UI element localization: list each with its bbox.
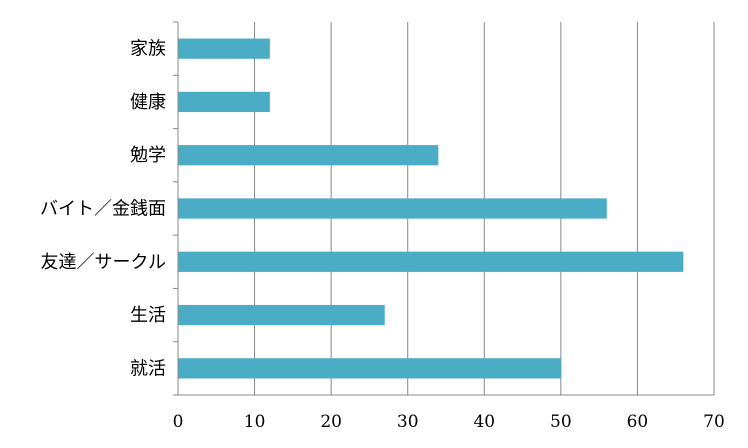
x-tick-labels: 0 10 20 30 40 50 60 70	[173, 412, 725, 432]
x-tick-label: 40	[473, 412, 495, 432]
x-tick-label: 50	[550, 412, 572, 432]
category-label: 勉学	[130, 145, 166, 166]
x-tick-label: 70	[703, 412, 725, 432]
category-label: 健康	[130, 92, 166, 113]
axes	[173, 21, 714, 396]
bar-0	[178, 38, 270, 59]
x-tick-label: 10	[244, 412, 266, 432]
category-label: 家族	[130, 39, 166, 60]
x-tick-label: 60	[627, 412, 649, 432]
category-label: 生活	[130, 305, 166, 326]
x-tick-label: 30	[397, 412, 419, 432]
category-label: 就活	[130, 358, 166, 379]
bar-6	[178, 358, 561, 379]
x-tick-label: 0	[173, 412, 184, 432]
category-label: バイト／金銭面	[40, 199, 166, 220]
bar-1	[178, 91, 270, 113]
x-tick-label: 20	[320, 412, 342, 432]
bar-3	[178, 198, 607, 219]
bar-2	[178, 145, 439, 166]
bar-4	[178, 251, 684, 272]
category-label: 友達／サークル	[41, 252, 166, 273]
bar-5	[178, 304, 385, 326]
bars	[178, 38, 684, 379]
